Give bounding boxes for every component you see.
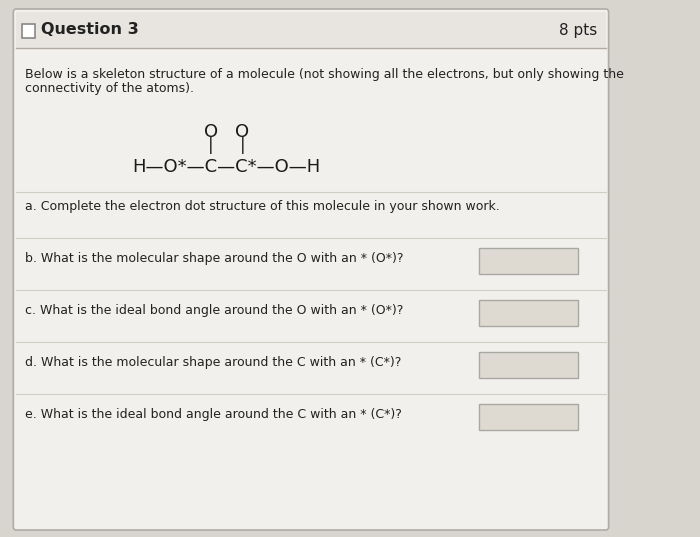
- Text: |: |: [239, 136, 246, 154]
- Text: c. What is the ideal bond angle around the O with an * (O*)?: c. What is the ideal bond angle around t…: [25, 304, 403, 317]
- Bar: [22, 24, 35, 38]
- Text: Question 3: Question 3: [41, 23, 139, 38]
- FancyBboxPatch shape: [479, 352, 578, 378]
- Text: a. Complete the electron dot structure of this molecule in your shown work.: a. Complete the electron dot structure o…: [25, 200, 500, 213]
- Text: d. What is the molecular shape around the C with an * (C*)?: d. What is the molecular shape around th…: [25, 356, 401, 369]
- Text: H—O*—C—C*—O—H: H—O*—C—C*—O—H: [132, 158, 321, 176]
- Text: e. What is the ideal bond angle around the C with an * (C*)?: e. What is the ideal bond angle around t…: [25, 408, 402, 421]
- Text: |: |: [208, 136, 213, 154]
- Text: O: O: [235, 123, 250, 141]
- Bar: [16, 12, 606, 48]
- Text: Below is a skeleton structure of a molecule (not showing all the electrons, but : Below is a skeleton structure of a molec…: [25, 68, 624, 81]
- Text: 8 pts: 8 pts: [559, 23, 597, 38]
- FancyBboxPatch shape: [479, 300, 578, 326]
- FancyBboxPatch shape: [13, 9, 608, 530]
- Text: O: O: [204, 123, 218, 141]
- Text: connectivity of the atoms).: connectivity of the atoms).: [25, 82, 194, 95]
- Text: b. What is the molecular shape around the O with an * (O*)?: b. What is the molecular shape around th…: [25, 252, 403, 265]
- FancyBboxPatch shape: [479, 248, 578, 274]
- FancyBboxPatch shape: [479, 404, 578, 430]
